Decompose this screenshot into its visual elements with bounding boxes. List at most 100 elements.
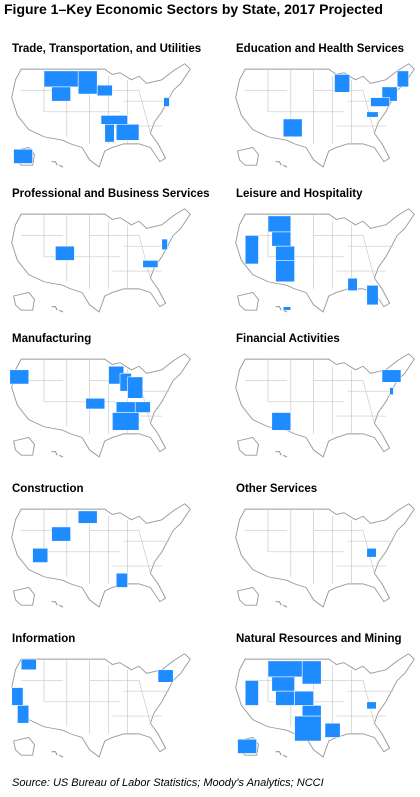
highlighted-state: [85, 398, 106, 410]
highlighted-state: [11, 687, 24, 706]
highlighted-state: [271, 676, 295, 692]
highlighted-state: [267, 660, 303, 678]
highlighted-state: [366, 701, 377, 710]
panel-title: Financial Activities: [236, 333, 340, 345]
panel-title: Manufacturing: [12, 333, 91, 345]
hawaii: [275, 751, 288, 758]
panel-title: Information: [12, 633, 75, 645]
alaska: [237, 291, 260, 311]
panel-title: Other Services: [236, 483, 317, 495]
panel-title: Construction: [12, 483, 84, 495]
highlighted-state: [32, 548, 49, 563]
map-outline: [235, 503, 415, 608]
state-borders: [21, 509, 170, 584]
highlighted-state: [366, 285, 379, 306]
highlighted-state: [127, 376, 144, 399]
alaska: [237, 146, 260, 166]
alaska: [237, 436, 260, 456]
highlighted-state: [282, 118, 303, 138]
highlighted-state: [275, 690, 295, 706]
alaska: [237, 586, 260, 606]
alaska: [13, 736, 36, 756]
highlighted-state: [17, 705, 30, 724]
hawaii: [51, 601, 64, 608]
highlighted-state: [271, 231, 292, 247]
highlighted-state: [294, 715, 322, 742]
highlighted-state: [294, 690, 314, 706]
map-outline: [235, 353, 415, 458]
highlighted-state: [396, 70, 409, 88]
highlighted-state: [366, 111, 379, 118]
alaska: [13, 436, 36, 456]
highlighted-state: [112, 412, 140, 431]
us-map: [235, 208, 415, 313]
highlighted-state: [51, 86, 71, 102]
highlighted-state: [77, 70, 98, 95]
highlighted-state: [366, 548, 377, 558]
highlighted-state: [9, 369, 30, 385]
hawaii: [51, 451, 64, 458]
hawaii: [51, 751, 64, 758]
highlighted-state: [96, 84, 113, 97]
highlighted-state: [237, 738, 257, 754]
hawaii: [51, 306, 64, 313]
hawaii: [275, 451, 288, 458]
highlighted-state: [275, 260, 295, 283]
highlighted-state: [20, 658, 37, 671]
highlighted-state: [55, 245, 75, 261]
highlighted-state: [271, 412, 292, 431]
highlighted-state: [104, 124, 115, 143]
highlighted-state: [115, 572, 128, 588]
map-outline: [11, 653, 191, 758]
us-map: [9, 353, 191, 458]
highlighted-state: [43, 70, 79, 88]
highlighted-state: [381, 369, 402, 383]
highlighted-state: [275, 245, 295, 261]
hawaii: [275, 161, 288, 168]
us-map: [235, 353, 415, 458]
highlighted-state: [324, 722, 341, 738]
highlighted-state: [370, 97, 390, 107]
alaska: [13, 586, 36, 606]
highlighted-state: [13, 148, 33, 164]
hawaii: [51, 161, 64, 168]
highlighted-state: [157, 669, 174, 683]
highlighted-state: [163, 97, 170, 107]
highlighted-state: [244, 235, 259, 265]
highlighted-state: [161, 238, 168, 250]
figure-title: Figure 1–Key Economic Sectors by State, …: [4, 1, 383, 17]
us-map: [11, 208, 191, 313]
highlighted-state: [334, 74, 350, 93]
source-note: Source: US Bureau of Labor Statistics; M…: [12, 777, 324, 789]
highlighted-state: [389, 387, 394, 395]
map-outline: [235, 653, 415, 758]
us-map: [11, 63, 191, 168]
panel-title: Professional and Business Services: [12, 188, 210, 200]
hawaii: [275, 306, 288, 313]
highlighted-state: [301, 660, 322, 685]
us-map: [235, 63, 415, 168]
map-outline: [235, 63, 415, 168]
highlighted-state: [115, 124, 140, 141]
panel-title: Leisure and Hospitality: [236, 188, 363, 200]
highlighted-state: [142, 260, 159, 268]
highlighted-state: [134, 401, 151, 413]
panel-title: Education and Health Services: [236, 43, 404, 55]
us-map: [235, 653, 415, 758]
highlighted-state: [100, 115, 128, 125]
map-outline: [235, 208, 415, 313]
hawaii: [275, 601, 288, 608]
us-map: [235, 503, 415, 608]
highlighted-state: [282, 306, 292, 311]
highlighted-state: [244, 680, 259, 706]
panel-title: Trade, Transportation, and Utilities: [12, 43, 201, 55]
state-borders: [245, 359, 394, 434]
highlighted-state: [301, 705, 322, 717]
state-borders: [21, 659, 170, 734]
alaska: [13, 291, 36, 311]
us-map: [11, 653, 191, 758]
highlighted-state: [267, 215, 292, 233]
us-map: [11, 503, 191, 608]
